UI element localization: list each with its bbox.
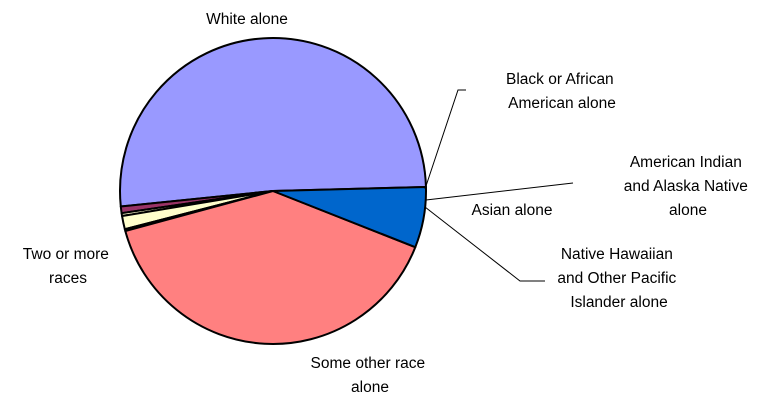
slice-label-white: White alone xyxy=(206,11,288,28)
pie-slices xyxy=(119,37,427,345)
slice-label-two-or-more: Two or more races xyxy=(23,246,113,287)
slice-label-american-indian: American Indian and Alaska Native alone xyxy=(624,154,752,219)
slice-label-native-hawaiian: Native Hawaiian and Other Pacific Island… xyxy=(557,246,680,311)
leader-line-native-hawaiian xyxy=(424,206,545,282)
leader-line-american-indian xyxy=(425,182,574,201)
pie-slice-some-other-race xyxy=(124,190,417,345)
leader-line-black xyxy=(424,89,466,190)
slice-label-black-african-american: Black or African American alone xyxy=(506,71,618,112)
slice-label-asian: Asian alone xyxy=(471,202,552,219)
slice-labels: White alone Black or African American al… xyxy=(23,11,752,396)
pie-slice-white xyxy=(119,37,427,208)
leader-lines xyxy=(424,89,574,282)
slice-label-some-other-race: Some other race alone xyxy=(311,355,430,396)
